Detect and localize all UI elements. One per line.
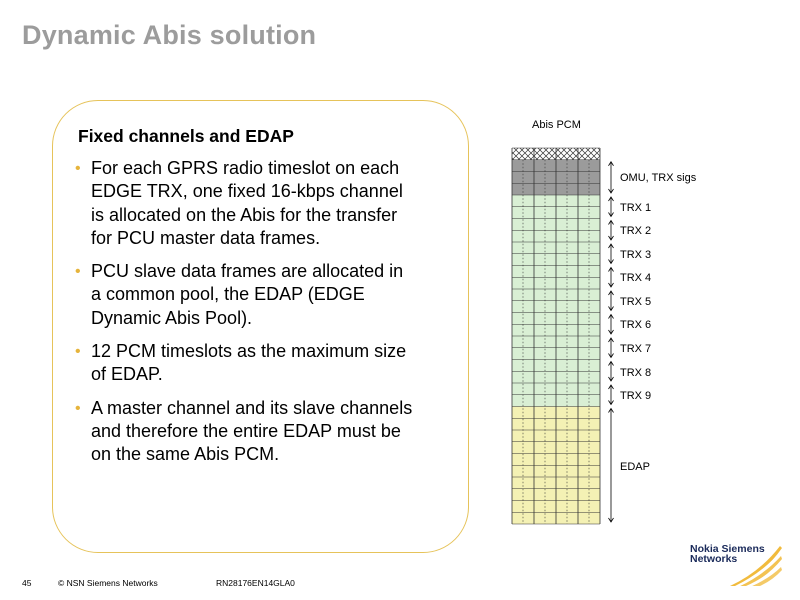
arrow-up-icon (608, 337, 614, 343)
arrow-up-icon (608, 196, 614, 202)
bullet-text: For each GPRS radio timeslot on each EDG… (91, 158, 403, 248)
bullet-text: 12 PCM timeslots as the maximum size of … (91, 341, 407, 385)
arrow-up-icon (608, 384, 614, 390)
arrow-down-icon (608, 259, 614, 265)
pcm-grid (511, 147, 601, 525)
bullet-list: • For each GPRS radio timeslot on each ED… (73, 157, 413, 477)
bullet-dot-icon: • (75, 263, 81, 281)
bullet-dot-icon: • (75, 343, 81, 361)
trx-label: TRX 4 (620, 272, 652, 284)
bullet-item: • For each GPRS radio timeslot on each ED… (73, 157, 413, 250)
document-code: RN28176EN14GLA0 (216, 578, 295, 588)
bullet-dot-icon: • (75, 160, 81, 177)
arrow-down-icon (608, 376, 614, 382)
nokia-siemens-logo: Nokia Siemens Networks (690, 542, 782, 586)
arrow-down-icon (608, 329, 614, 335)
bullet-item: • A master channel and its slave channels… (73, 397, 413, 467)
arrow-down-icon (608, 400, 614, 406)
arrow-down-icon (608, 353, 614, 359)
arrow-up-icon (608, 219, 614, 225)
logo-swoosh-icon (730, 546, 782, 586)
arrow-down-icon (608, 517, 614, 523)
copyright-text: © NSN Siemens Networks (58, 578, 158, 588)
slide-title: Dynamic Abis solution (22, 20, 317, 50)
trx-label: TRX 5 (620, 296, 652, 308)
arrow-up-icon (608, 360, 614, 366)
trx-label: TRX 8 (620, 367, 652, 379)
arrow-down-icon (608, 282, 614, 288)
trx-label: TRX 2 (620, 225, 652, 237)
bullet-item: • PCU slave data frames are allocated in … (73, 260, 413, 330)
page-number: 45 (22, 578, 32, 588)
bullet-text: PCU slave data frames are allocated in a… (91, 261, 404, 328)
content-box: Fixed channels and EDAP • For each GPRS r… (52, 100, 469, 553)
arrow-down-icon (608, 188, 614, 194)
arrow-down-icon (608, 306, 614, 312)
arrow-up-icon (608, 243, 614, 249)
edap-label: EDAP (620, 461, 650, 473)
abis-pcm-label: Abis PCM (532, 119, 581, 131)
logo-line2: Networks (690, 553, 738, 565)
bullet-dot-icon: • (75, 399, 81, 417)
bullet-item: • 12 PCM timeslots as the maximum size of… (73, 340, 413, 387)
bullet-text: A master channel and its slave channels … (91, 397, 413, 465)
arrow-down-icon (608, 235, 614, 241)
arrow-down-icon (608, 212, 614, 218)
trx-label: TRX 6 (620, 319, 652, 331)
arrow-up-icon (608, 160, 614, 166)
arrow-up-icon (608, 313, 614, 319)
arrow-up-icon (608, 266, 614, 272)
omu-label: OMU, TRX sigs (620, 172, 697, 184)
arrow-up-icon (608, 290, 614, 296)
content-heading: Fixed channels and EDAP (78, 126, 294, 146)
arrow-up-icon (608, 407, 614, 413)
trx-label: TRX 7 (620, 343, 652, 355)
logo-line1: Nokia Siemens (690, 543, 765, 555)
trx-label: TRX 9 (620, 390, 652, 402)
trx-label: TRX 1 (620, 202, 652, 214)
trx-label: TRX 3 (620, 249, 652, 261)
pcm-brackets (608, 160, 614, 523)
